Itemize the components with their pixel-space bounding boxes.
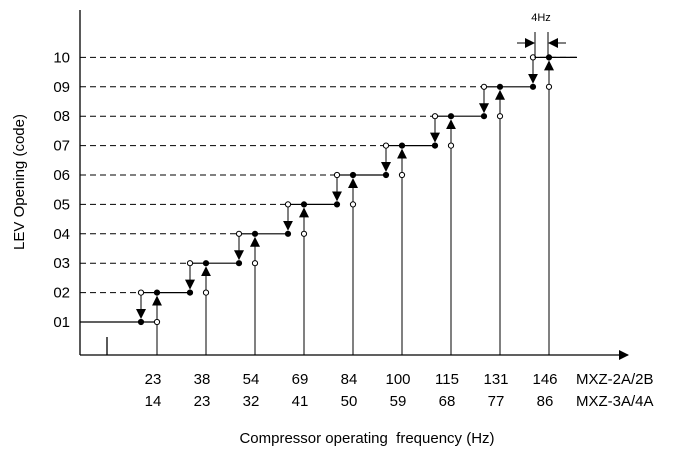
x-tick-row1-54: 54 <box>243 371 260 388</box>
open-marker-115 <box>447 142 455 149</box>
x-tick-row1-84: 84 <box>341 371 358 388</box>
x-tick-row2-50: 50 <box>341 393 358 410</box>
filled-marker-low-115 <box>431 142 439 149</box>
y-tick-01: 01 <box>53 314 70 331</box>
y-tick-labels: 01 02 03 04 05 06 07 08 09 10 <box>53 49 70 331</box>
filled-marker-low-38 <box>186 289 194 296</box>
filled-marker-low-54 <box>235 260 243 267</box>
x-tick-row2-32: 32 <box>243 393 260 410</box>
x-tick-labels: 23 14 38 23 54 32 69 41 84 50 100 59 115 68 131 77 146 86 <box>145 371 558 410</box>
filled-marker-low-84 <box>333 201 341 208</box>
filled-marker-low-131 <box>480 113 488 120</box>
x-tick-row2-14: 14 <box>145 393 162 410</box>
x-tick-row2-41: 41 <box>292 393 309 410</box>
filled-marker-69 <box>300 201 308 208</box>
y-tick-07: 07 <box>53 138 70 155</box>
open-marker-69 <box>300 230 308 237</box>
y-tick-09: 09 <box>53 79 70 96</box>
filled-marker-low-69 <box>284 230 292 237</box>
x-tick-row1-100: 100 <box>385 371 410 388</box>
y-tick-10: 10 <box>53 49 70 66</box>
hysteresis-annotation: 4Hz <box>517 12 566 58</box>
x-tick-row1-69: 69 <box>292 371 309 388</box>
open-marker-54 <box>251 260 259 267</box>
x-tick-row1-23: 23 <box>145 371 162 388</box>
open-marker-top-84 <box>333 171 341 179</box>
y-tick-05: 05 <box>53 196 70 213</box>
x-tick-row1-146: 146 <box>532 371 557 388</box>
hysteresis-label: 4Hz <box>531 12 551 24</box>
open-marker-top-100 <box>382 142 390 149</box>
open-marker-top-69 <box>284 201 292 208</box>
open-marker-131 <box>496 113 504 120</box>
y-tick-03: 03 <box>53 255 70 272</box>
x-axis-label: Compressor operating frequency (Hz) <box>239 430 494 447</box>
open-marker-top-115 <box>431 113 439 120</box>
open-marker-23 <box>153 318 161 326</box>
open-marker-top-146 <box>529 54 537 61</box>
filled-marker-38 <box>202 260 210 267</box>
filled-marker-100 <box>398 142 406 149</box>
filled-marker-low-146 <box>529 83 537 90</box>
open-marker-top-131 <box>480 83 488 90</box>
x-tick-row2-68: 68 <box>439 393 456 410</box>
x-tick-row2-77: 77 <box>488 393 505 410</box>
x-tick-row2-59: 59 <box>390 393 407 410</box>
open-marker-146 <box>545 83 553 90</box>
open-marker-top-23 <box>137 289 145 296</box>
x-tick-row1-38: 38 <box>194 371 211 388</box>
filled-marker-low-100 <box>382 171 390 179</box>
grid-lines <box>80 56 577 294</box>
filled-marker-84 <box>349 171 357 179</box>
x-tick-row1-115: 115 <box>435 371 459 388</box>
y-tick-04: 04 <box>53 226 70 243</box>
y-tick-06: 06 <box>53 167 70 184</box>
model-label-row1: MXZ-2A/2B <box>576 371 654 388</box>
open-marker-100 <box>398 171 406 179</box>
filled-marker-131 <box>496 83 504 90</box>
x-tick-row1-131: 131 <box>483 371 508 388</box>
step-lines <box>80 56 577 355</box>
step-markers <box>137 54 553 326</box>
y-tick-08: 08 <box>53 108 70 125</box>
x-tick-row2-86: 86 <box>537 393 554 410</box>
filled-marker-54 <box>251 230 259 237</box>
y-tick-02: 02 <box>53 285 70 302</box>
x-tick-row2-23: 23 <box>194 393 211 410</box>
filled-marker-low-23 <box>137 318 145 326</box>
filled-marker-115 <box>447 113 455 120</box>
open-marker-38 <box>202 289 210 296</box>
open-marker-top-54 <box>235 230 243 237</box>
y-axis-label: LEV Opening (code) <box>11 114 28 250</box>
open-marker-top-38 <box>186 260 194 267</box>
open-marker-84 <box>349 201 357 208</box>
model-label-row2: MXZ-3A/4A <box>576 393 654 410</box>
filled-marker-146 <box>545 54 553 61</box>
filled-marker-23 <box>153 289 161 296</box>
